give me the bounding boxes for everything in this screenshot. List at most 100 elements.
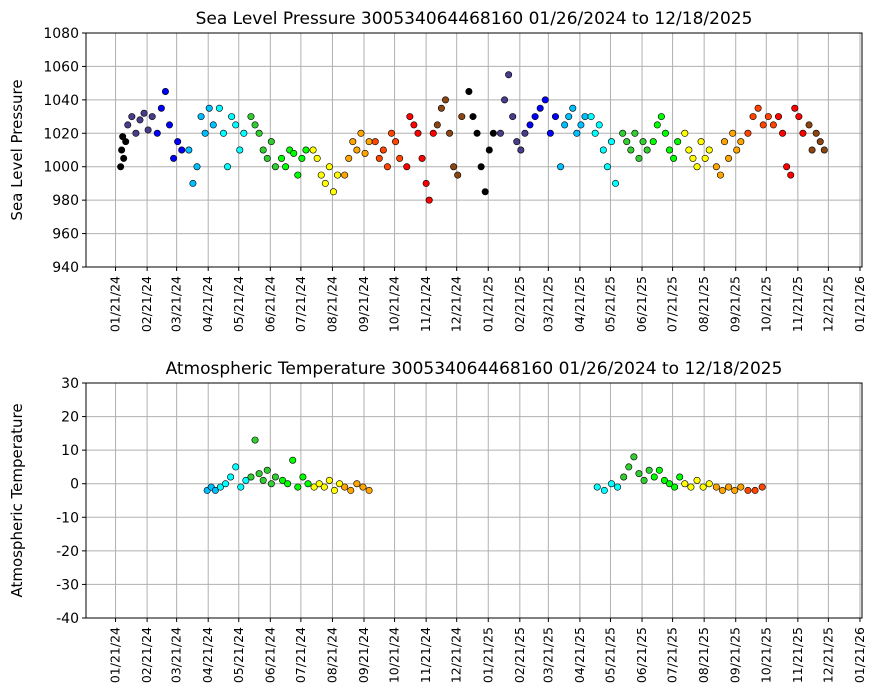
data-point (120, 154, 128, 162)
data-point (209, 121, 217, 129)
data-point (501, 96, 509, 104)
x-tick-label: 01/21/25 (480, 627, 495, 683)
data-point (731, 486, 739, 494)
data-point (546, 129, 554, 137)
data-point (649, 138, 657, 146)
data-point (779, 129, 787, 137)
data-point (689, 154, 697, 162)
data-point (759, 121, 767, 129)
data-point (446, 129, 454, 137)
y-tick-label: 1000 (43, 160, 79, 176)
data-point (639, 138, 647, 146)
data-point (124, 121, 132, 129)
data-point (477, 163, 485, 171)
data-point (334, 171, 342, 179)
data-point (496, 129, 504, 137)
y-tick-label: 20 (61, 410, 79, 426)
data-point (458, 113, 466, 121)
y-tick-label: 1080 (43, 26, 79, 42)
data-point (255, 129, 263, 137)
x-tick-label: 12/21/24 (449, 276, 464, 332)
data-point (774, 113, 782, 121)
data-point (541, 96, 549, 104)
data-point (232, 463, 240, 471)
data-point (347, 486, 355, 494)
data-point (687, 483, 695, 491)
x-tick-label: 04/21/25 (572, 627, 587, 683)
data-point (216, 483, 224, 491)
data-point (242, 476, 250, 484)
data-point (349, 138, 357, 146)
data-point (660, 476, 668, 484)
data-point (607, 138, 615, 146)
x-tick-label: 03/21/24 (169, 276, 184, 332)
data-point (247, 473, 255, 481)
data-point (313, 154, 321, 162)
data-point (302, 146, 310, 154)
data-point (161, 88, 169, 96)
data-point (197, 113, 205, 121)
plot-frame (85, 382, 863, 619)
data-point (403, 163, 411, 171)
data-point (603, 163, 611, 171)
data-point (222, 480, 230, 488)
data-point (612, 179, 620, 187)
data-point (591, 129, 599, 137)
data-point (383, 163, 391, 171)
data-point (228, 113, 236, 121)
data-point (410, 121, 418, 129)
x-tick-label: 02/21/24 (139, 276, 154, 332)
data-point (685, 146, 693, 154)
y-tick-label: 1040 (43, 93, 79, 109)
data-point (671, 483, 679, 491)
data-point (791, 104, 799, 112)
data-point (353, 146, 361, 154)
plot-frame (85, 32, 863, 268)
x-tick-label: 09/21/25 (728, 627, 743, 683)
data-point (631, 129, 639, 137)
data-point (345, 154, 353, 162)
data-point (577, 121, 585, 129)
data-point (240, 129, 248, 137)
data-point (341, 483, 349, 491)
x-tick-label: 08/21/24 (324, 276, 339, 332)
data-point (599, 146, 607, 154)
data-point (587, 113, 595, 121)
x-tick-label: 06/21/25 (634, 627, 649, 683)
data-point (189, 179, 197, 187)
data-point (721, 138, 729, 146)
x-tick-label: 12/21/24 (449, 627, 464, 683)
data-point (744, 129, 752, 137)
data-point (595, 121, 603, 129)
data-point (600, 486, 608, 494)
data-point (174, 138, 182, 146)
data-point (294, 483, 302, 491)
data-point (365, 486, 373, 494)
x-tick-label: 01/21/24 (108, 627, 123, 683)
data-point (330, 486, 338, 494)
data-point (309, 146, 317, 154)
data-point (227, 473, 235, 481)
x-tick-label: 03/21/25 (540, 276, 555, 332)
data-point (619, 129, 627, 137)
x-tick-label: 10/21/24 (387, 627, 402, 683)
data-point (505, 71, 513, 79)
data-point (473, 129, 481, 137)
data-point (336, 480, 344, 488)
data-point (454, 171, 462, 179)
data-point (284, 480, 292, 488)
x-tick-label: 04/21/24 (200, 627, 215, 683)
x-tick-label: 11/21/25 (790, 627, 805, 683)
x-tick-label: 08/21/25 (696, 276, 711, 332)
data-point (263, 154, 271, 162)
data-point (593, 483, 601, 491)
data-point (551, 113, 559, 121)
x-tick-label: 08/21/24 (324, 627, 339, 683)
data-point (211, 486, 219, 494)
y-tick-label: -20 (56, 544, 79, 560)
data-point (310, 483, 318, 491)
data-point (396, 154, 404, 162)
data-point (153, 129, 161, 137)
data-point (758, 483, 766, 491)
data-point (215, 104, 223, 112)
